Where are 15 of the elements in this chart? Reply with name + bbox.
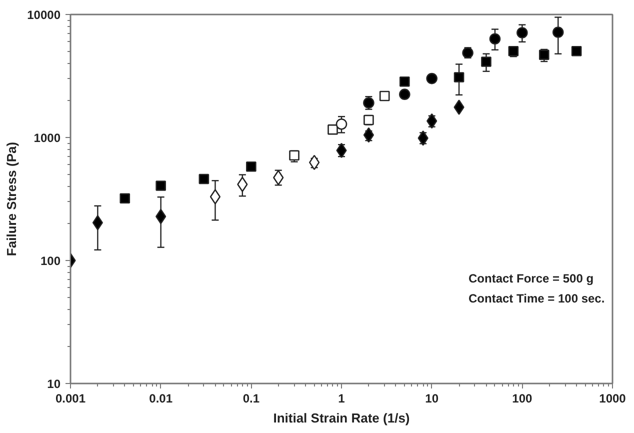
y-tick-label: 10000 [27,8,61,22]
y-tick-label: 10 [47,377,61,391]
annotation: Contact Force = 500 g [468,272,594,286]
x-tick-label: 1 [338,392,346,406]
x-tick-label: 10 [425,392,439,406]
x-tick-label: 1000 [599,392,626,406]
y-tick-label: 100 [40,254,61,268]
x-tick-label: 100 [512,392,533,406]
y-axis-title: Failure Stress (Pa) [4,142,20,256]
y-tick-label: 1000 [34,131,61,145]
x-tick-label: 0.1 [242,392,260,406]
x-tick-label: 0.001 [55,392,86,406]
x-axis-title: Initial Strain Rate (1/s) [273,410,410,426]
x-tick-label: 0.01 [149,392,173,406]
annotation: Contact Time = 100 sec. [468,292,605,306]
